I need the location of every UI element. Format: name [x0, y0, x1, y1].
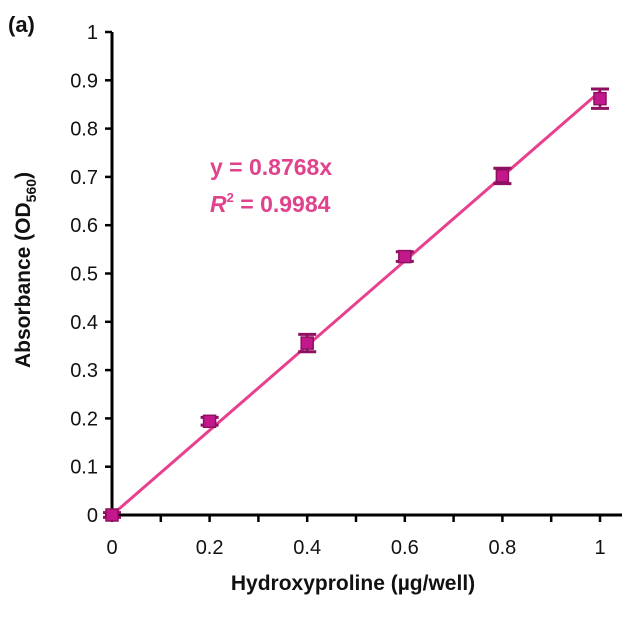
data-point — [298, 332, 317, 354]
y-axis-title: Absorbance (OD560) — [12, 172, 39, 368]
point-marker — [300, 336, 314, 350]
x-tick-label: 0.2 — [196, 537, 224, 559]
fit-line — [111, 90, 601, 517]
r-squared-superscript: 2 — [227, 190, 234, 205]
data-point — [200, 414, 219, 429]
data-points-layer — [103, 87, 609, 522]
point-marker — [202, 414, 217, 429]
point-marker — [495, 169, 510, 183]
axes: 0 0.1 0.2 0.3 0.4 0.5 0.6 0.7 0.8 0.9 1 0 0.2 0.4 0.6 0… — [70, 22, 622, 559]
r-squared: R2 = 0.9984 — [210, 190, 331, 217]
y-tick-label: 0 — [87, 505, 98, 527]
point-marker — [105, 508, 119, 522]
y-axis-title-close: ) — [12, 172, 35, 179]
panel-label: (a) — [8, 12, 35, 37]
x-tick-label: 0.4 — [293, 537, 321, 559]
y-tick-label: 0.6 — [70, 215, 98, 237]
y-axis-title-main: Absorbance (OD — [12, 202, 35, 368]
fit-equation: y = 0.8768x — [210, 154, 332, 180]
point-marker — [593, 91, 607, 106]
x-tick-label: 0.8 — [488, 537, 516, 559]
y-tick-label: 0.4 — [70, 312, 98, 334]
r-squared-symbol: R — [210, 191, 227, 217]
r-squared-value: = 0.9984 — [234, 191, 331, 217]
y-axis-title-subscript: 560 — [23, 179, 39, 203]
data-point — [493, 166, 512, 186]
data-point — [395, 249, 414, 264]
y-tick-label: 1 — [87, 22, 98, 44]
x-tick-label: 0 — [106, 537, 117, 559]
y-tick-label: 0.3 — [70, 360, 98, 382]
y-tick-label: 0.7 — [70, 167, 98, 189]
data-point — [103, 508, 121, 522]
point-marker — [398, 249, 412, 264]
y-tick-label: 0.9 — [70, 70, 98, 92]
y-tick-label: 0.8 — [70, 119, 98, 141]
x-tick-label: 1 — [594, 537, 605, 559]
y-tick-label: 0.1 — [70, 457, 98, 479]
x-axis-title: Hydroxyproline (µg/well) — [231, 572, 475, 595]
data-point — [591, 87, 609, 110]
x-tick-label: 0.6 — [391, 537, 419, 559]
fit-line-layer — [111, 90, 601, 517]
y-tick-label: 0.5 — [70, 264, 98, 286]
y-tick-label: 0.2 — [70, 408, 98, 430]
